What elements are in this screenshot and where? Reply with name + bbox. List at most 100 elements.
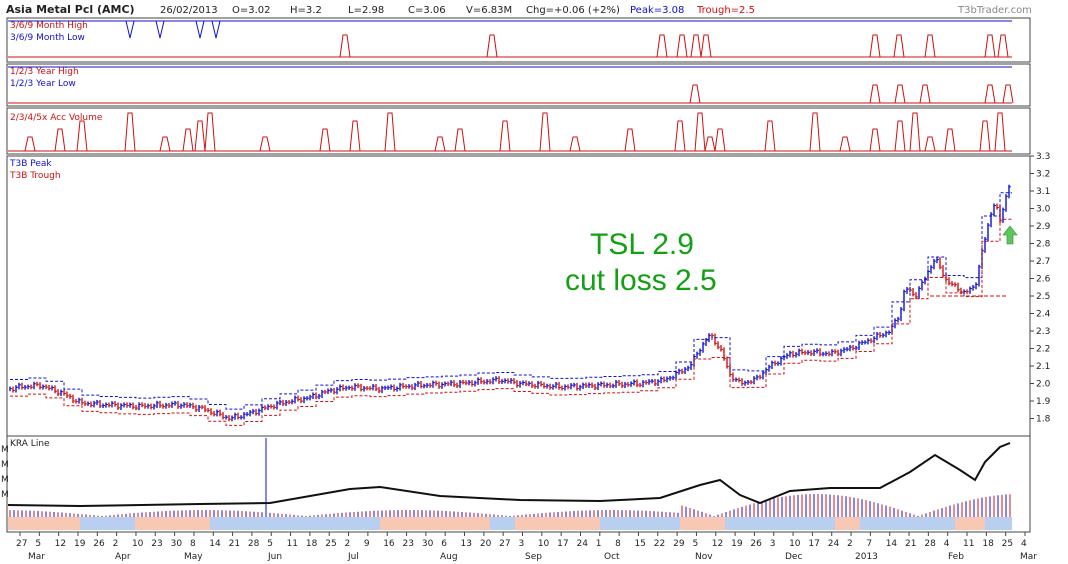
month-low-spike [125, 20, 135, 39]
x-day-label: 27 [499, 539, 510, 549]
acc-volume-spike [259, 136, 271, 152]
x-month-label: Jun [267, 552, 282, 562]
kra-band-segment [600, 517, 680, 530]
high-label: H=3.2 [290, 5, 322, 16]
x-month-label: Dec [785, 552, 802, 562]
y-tick-label: 3.3 [1036, 152, 1050, 162]
x-day-label: 8 [190, 539, 196, 549]
month-high-spike [339, 34, 351, 58]
acc-volume-spike [182, 128, 194, 152]
x-day-label: 23 [151, 539, 162, 549]
acc-volume-spike [76, 120, 88, 152]
x-month-label: Mar [1020, 552, 1037, 562]
x-day-label: 26 [93, 539, 105, 549]
kra-axis-mark: M [1, 445, 9, 455]
acc-volume-spike [384, 112, 396, 152]
acc-volume-label: 2/3/4/5x Acc Volume [10, 113, 103, 123]
kra-line-label: KRA Line [10, 439, 50, 449]
acc-volume-spike [869, 128, 881, 152]
y-tick-label: 2.1 [1036, 362, 1050, 372]
year-high-spike [869, 84, 881, 104]
t3b-trough-line [10, 218, 1012, 426]
x-day-label: 29 [673, 539, 685, 549]
acc-volume-spike [24, 136, 36, 152]
indicator-spikes [24, 20, 1014, 152]
kra-band-segment [860, 517, 955, 530]
month-high-spike [984, 34, 996, 58]
kra-band-segment [515, 517, 600, 530]
x-day-label: 3 [519, 539, 525, 549]
x-day-label: 6 [441, 539, 447, 549]
t3b-trough-label: T3B Trough [9, 171, 61, 181]
low-label: L=2.98 [348, 5, 384, 16]
x-day-label: 10 [132, 539, 144, 549]
x-day-label: 27 [16, 539, 27, 549]
x-day-label: 25 [1002, 539, 1013, 549]
x-day-label: 10 [538, 539, 550, 549]
x-month-label: Mar [28, 552, 45, 562]
kra-band-segment [380, 517, 490, 530]
acc-volume-spike [54, 128, 66, 152]
kra-band-segment [955, 517, 985, 530]
month-high-spike [676, 34, 688, 58]
acc-volume-spike [204, 112, 216, 152]
x-day-label: 2 [345, 539, 351, 549]
x-day-label: 20 [480, 539, 492, 549]
y-tick-label: 2.6 [1036, 275, 1051, 285]
tsl-note: TSL 2.9 [590, 228, 694, 261]
acc-volume-spike [624, 128, 636, 152]
trough-label: Trough=2.5 [696, 5, 755, 16]
y-tick-label: 2.7 [1036, 257, 1050, 267]
cut-loss-note: cut loss 2.5 [565, 264, 717, 297]
y-tick-label: 3.0 [1036, 205, 1051, 215]
x-month-label: Oct [604, 552, 620, 562]
y-tick-label: 2.4 [1036, 310, 1051, 320]
y-tick-label: 2.9 [1036, 222, 1051, 232]
acc-volume-spike [944, 128, 956, 152]
x-day-label: 26 [750, 539, 762, 549]
x-day-label: 12 [712, 539, 723, 549]
x-day-label: 10 [789, 539, 801, 549]
x-day-label: 5 [267, 539, 273, 549]
panel-year-frame [6, 63, 1031, 107]
acc-volume-spike [694, 112, 706, 152]
x-day-label: 15 [634, 539, 645, 549]
kra-band-segment [490, 517, 515, 530]
x-month-label: Aug [440, 552, 458, 562]
x-day-label: 2 [847, 539, 853, 549]
month-high-spike [924, 34, 936, 58]
panel-52wk-frame [6, 17, 1031, 63]
y-tick-label: 2.3 [1036, 327, 1050, 337]
x-day-label: 24 [828, 539, 840, 549]
y-tick-label: 3.2 [1036, 170, 1050, 180]
month-high-spike [700, 34, 712, 58]
month-low-spike [211, 20, 221, 39]
volume-label: V=6.83M [466, 5, 512, 16]
acc-volume-spike [764, 120, 776, 152]
chart-title: Asia Metal Pcl (AMC) [6, 3, 135, 16]
kra-axis-mark: M [1, 490, 9, 500]
x-day-label: 18 [306, 539, 318, 549]
kra-axis-mark: M [1, 460, 9, 470]
peak-label: Peak=3.08 [630, 5, 684, 16]
x-day-label: 7 [866, 539, 872, 549]
x-day-label: 5 [35, 539, 41, 549]
x-day-label: 5 [692, 539, 698, 549]
year-high-spike [984, 84, 996, 104]
acc-volume-spike [924, 136, 936, 152]
y-tick-label: 2.0 [1036, 380, 1051, 390]
kra-band-segment [8, 517, 80, 530]
month-high-spike [486, 34, 498, 58]
acc-volume-spike [704, 136, 716, 152]
kra-band-segment [725, 517, 835, 530]
x-day-label: 14 [209, 539, 221, 549]
acc-volume-spike [979, 120, 991, 152]
brand-label: T3bTrader.com [957, 5, 1032, 16]
x-day-label: 16 [383, 539, 395, 549]
kra-band-segment [80, 517, 135, 530]
acc-volume-spike [499, 120, 511, 152]
change-label: Chg=+0.06 (+2%) [526, 5, 620, 16]
x-day-label: 11 [287, 539, 298, 549]
x-day-label: 11 [963, 539, 974, 549]
